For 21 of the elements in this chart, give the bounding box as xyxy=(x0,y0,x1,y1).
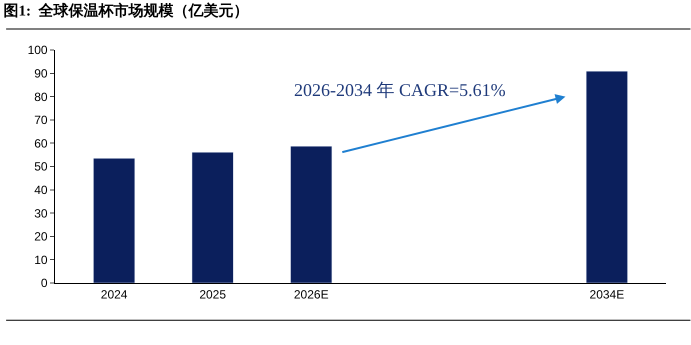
annotation: 2026-2034 年 CAGR=5.61% xyxy=(294,80,506,100)
chart-title: 图1: 全球保温杯市场规模（亿美元） xyxy=(3,2,248,20)
y-tick-label: 0 xyxy=(40,276,48,290)
y-tick-label: 10 xyxy=(34,252,48,267)
y-tick-label: 60 xyxy=(34,136,48,150)
x-tick-label: 2026E xyxy=(294,287,329,302)
y-tick-label: 50 xyxy=(34,160,48,174)
x-tick-label: 2024 xyxy=(100,287,128,302)
y-tick-label: 70 xyxy=(34,113,48,128)
y-tick-label: 80 xyxy=(34,90,48,104)
x-tick-label: 2034E xyxy=(590,287,624,302)
bar xyxy=(93,158,136,283)
y-tick-label: 100 xyxy=(28,43,48,58)
y-tick-label: 30 xyxy=(34,206,48,220)
y-tick-label: 20 xyxy=(34,230,48,244)
bar xyxy=(586,70,628,283)
bar xyxy=(290,146,332,283)
x-tick-label: 2025 xyxy=(199,287,226,302)
y-tick-label: 40 xyxy=(34,183,48,197)
bar xyxy=(192,152,234,283)
y-tick-label: 90 xyxy=(34,66,48,80)
